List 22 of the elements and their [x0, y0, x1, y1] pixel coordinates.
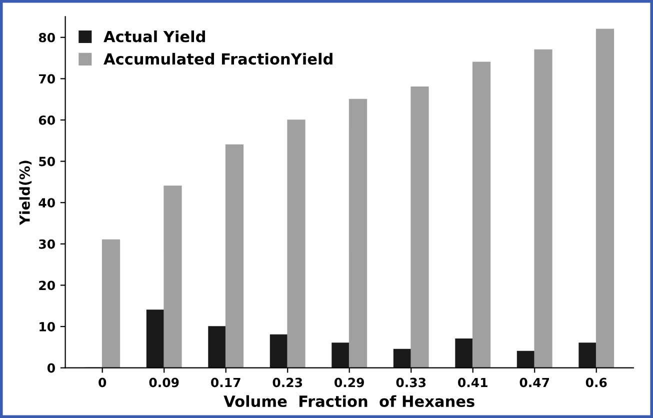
y-tick-label: 20 [39, 280, 55, 290]
y-tick-label: 50 [39, 156, 55, 166]
x-tick-label: 0.33 [396, 378, 426, 388]
legend-label: Accumulated FractionYield [104, 52, 332, 65]
x-tick-label: 0.47 [520, 378, 550, 388]
y-tick-label: 10 [40, 322, 55, 332]
legend-label: Actual Yield [104, 30, 205, 42]
y-tick-label: 60 [38, 115, 55, 125]
x-tick-label: 0.09 [149, 378, 179, 388]
x-axis-title: Volume Fraction of Hexanes [224, 395, 474, 408]
x-tick-label: 0.23 [272, 378, 302, 388]
y-axis-title: Yield(%) [19, 160, 32, 226]
x-tick-label: 0.41 [458, 378, 488, 388]
x-tick-label: 0 [98, 378, 106, 388]
y-tick-label: 40 [38, 198, 55, 208]
y-tick-label: 80 [38, 32, 55, 42]
y-tick-label: 0 [47, 363, 55, 373]
x-tick-label: 0.6 [586, 378, 607, 388]
y-tick-label: 30 [39, 239, 55, 249]
x-tick-label: 0.29 [334, 378, 364, 388]
x-tick-label: 0.17 [211, 378, 240, 388]
y-tick-label: 70 [39, 74, 55, 84]
